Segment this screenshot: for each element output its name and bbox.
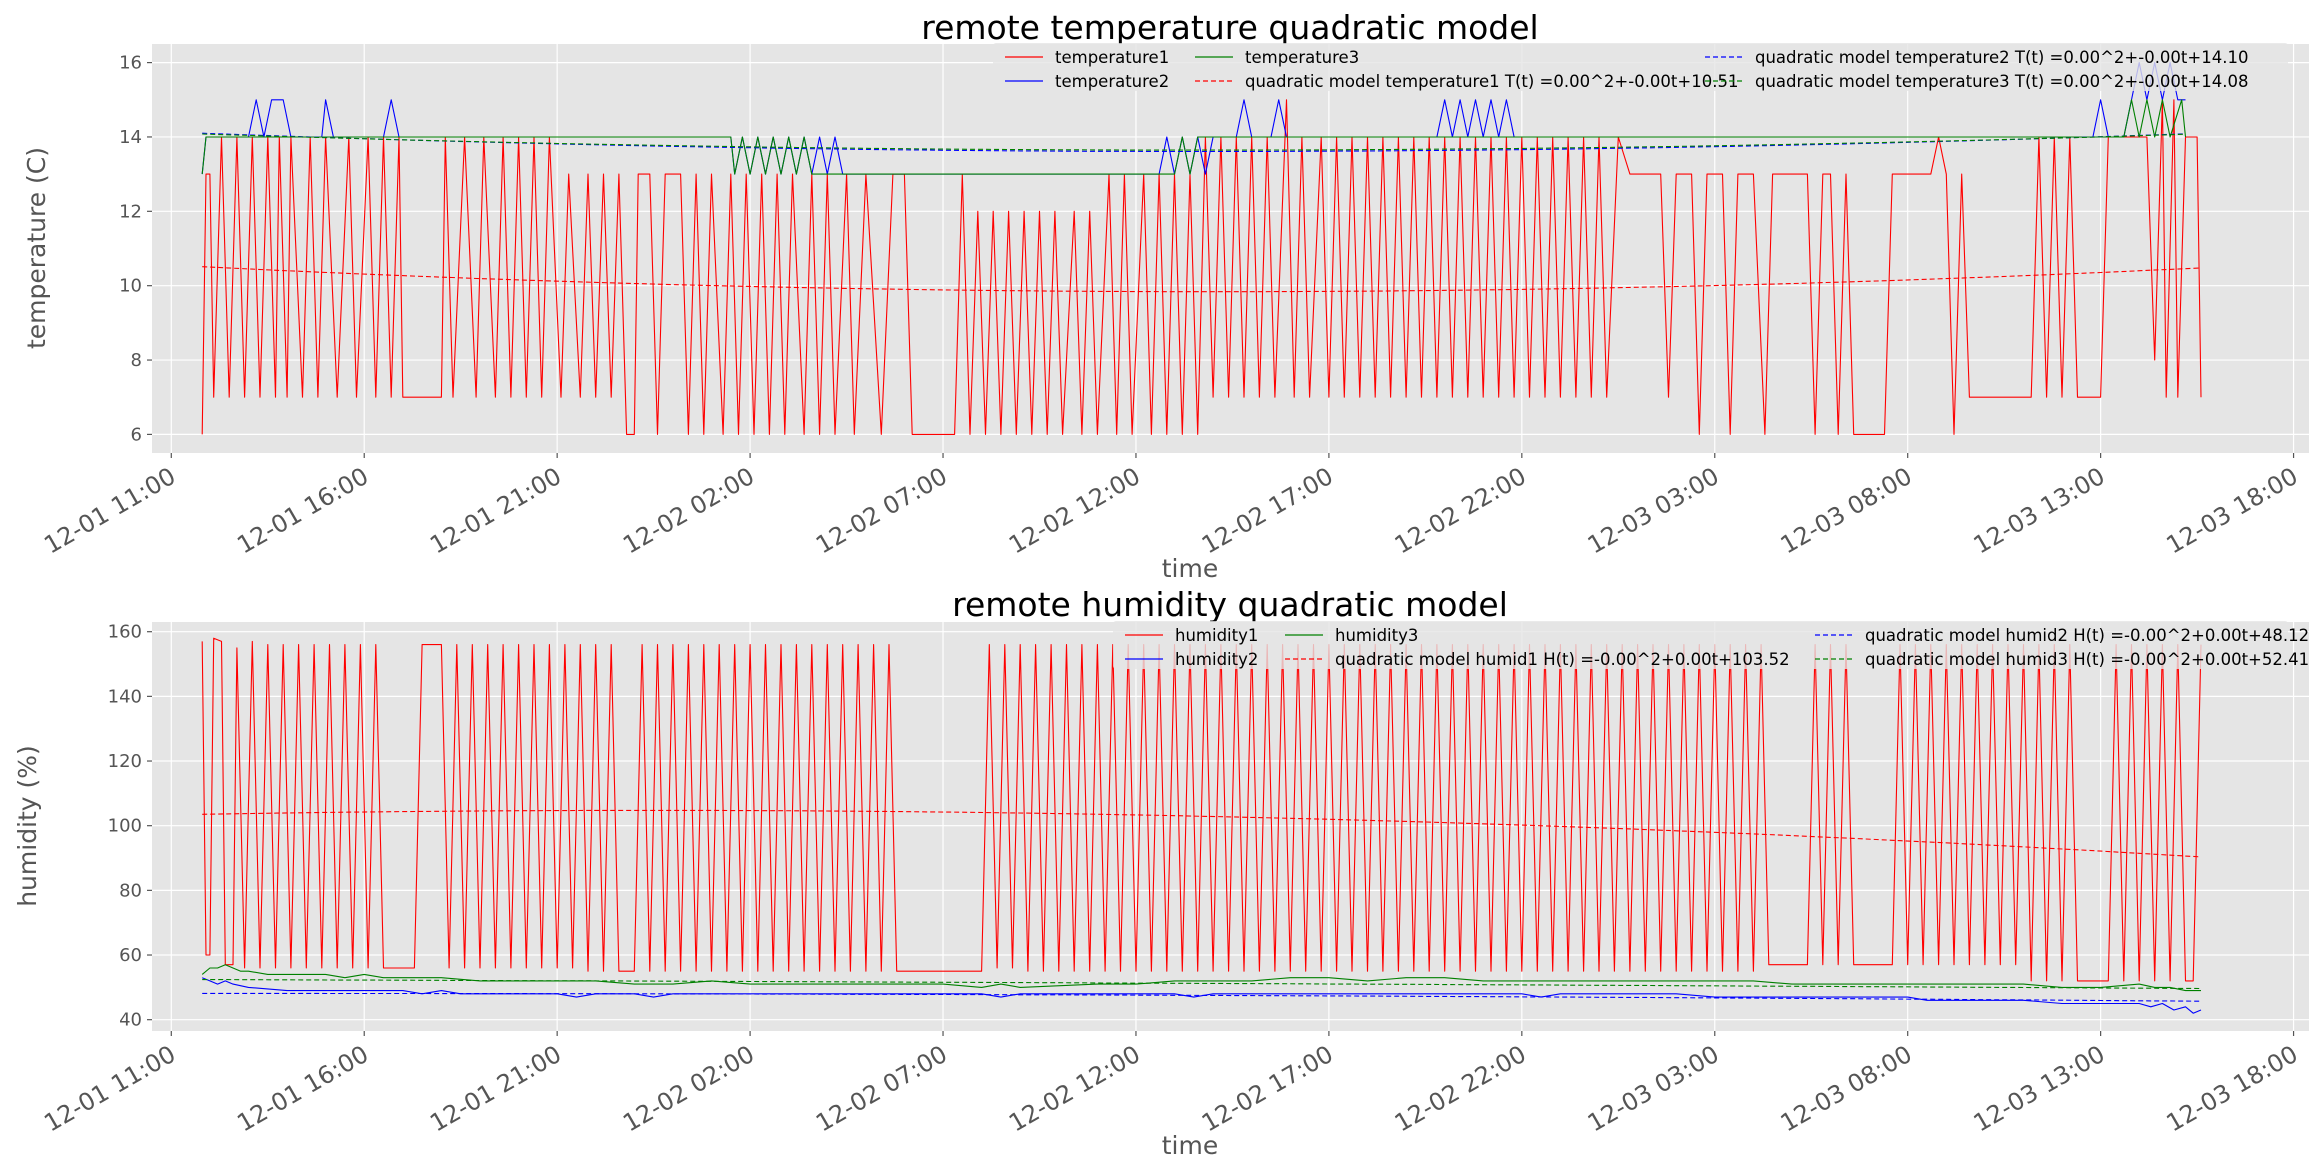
humidity-legend-label: quadratic model humid3 H(t) =-0.00^2+0.0… — [1865, 650, 2309, 669]
temperature-series — [201, 62, 2202, 435]
temperature-y-tick-label: 14 — [119, 127, 142, 148]
humidity-x-axis-label: time — [1162, 1131, 1218, 1160]
temperature-series-temperature3 — [201, 99, 2187, 175]
humidity-plot-area — [152, 622, 2309, 1031]
humidity-y-tick-label: 40 — [119, 1010, 142, 1031]
temperature-x-axis-label: time — [1162, 554, 1218, 583]
humidity-series-humidity3 — [201, 964, 2201, 992]
humidity-y-tick-label: 120 — [108, 751, 142, 772]
temperature-y-axis-label: temperature (C) — [22, 147, 51, 349]
temperature-legend-label: temperature3 — [1245, 48, 1359, 67]
humidity-series-humidity1 — [201, 637, 2202, 982]
humidity-series — [201, 637, 2202, 1014]
humidity-y-tick-label: 100 — [108, 816, 142, 837]
humidity-series-quadratic-model-humid2-h-t-0-00-2-0-00t-48-12 — [202, 992, 2202, 1002]
temperature-legend-label: temperature2 — [1055, 72, 1169, 91]
humidity-legend-label: quadratic model humid1 H(t) =-0.00^2+0.0… — [1335, 650, 1790, 669]
humidity-series-quadratic-model-humid1-h-t-0-00-2-0-00t-103-52 — [202, 809, 2202, 858]
temperature-chart-title: remote temperature quadratic model — [921, 8, 1538, 47]
temperature-y-tick-label: 12 — [119, 201, 142, 222]
humidity-legend-box — [1113, 621, 2288, 669]
temperature-y-tick-label: 6 — [131, 424, 142, 445]
temperature-legend-label: quadratic model temperature3 T(t) =0.00^… — [1755, 72, 2248, 91]
humidity-y-tick-label: 60 — [119, 945, 142, 966]
humidity-chart-title: remote humidity quadratic model — [952, 585, 1508, 624]
humidity-y-tick-label: 80 — [119, 880, 142, 901]
humidity-legend-label: quadratic model humid2 H(t) =-0.00^2+0.0… — [1865, 626, 2309, 645]
temperature-legend-label: temperature1 — [1055, 48, 1169, 67]
humidity-y-tick-label: 160 — [108, 622, 142, 643]
humidity-y-tick-label: 140 — [108, 686, 142, 707]
temperature-legend-label: quadratic model temperature1 T(t) =0.00^… — [1245, 72, 1738, 91]
humidity-y-ticks: 40 60 80 100 120 140 160 — [108, 622, 152, 1031]
humidity-series-humidity2 — [201, 977, 2202, 1014]
humidity-legend-label: humidity3 — [1335, 626, 1418, 645]
temperature-y-tick-label: 8 — [131, 350, 142, 371]
temperature-y-ticks: 6 8 10 12 14 16 — [119, 53, 152, 445]
humidity-legend-label: humidity1 — [1175, 626, 1258, 645]
humidity-series-quadratic-model-humid3-h-t-0-00-2-0-00t-52-41 — [202, 979, 2202, 990]
temperature-legend: temperature1 temperature2 temperature3 quad… — [993, 43, 2288, 91]
humidity-legend-label: humidity2 — [1175, 650, 1258, 669]
temperature-legend-box — [993, 43, 2288, 91]
humidity-y-axis-label: humidity (%) — [13, 745, 42, 907]
temperature-y-tick-label: 16 — [119, 53, 142, 74]
temperature-legend-label: quadratic model temperature2 T(t) =0.00^… — [1755, 48, 2248, 67]
temperature-y-tick-label: 10 — [119, 276, 142, 297]
temperature-series-quadratic-model-temperature1-t-t-0-00-2-0-00t-10 — [202, 266, 2202, 293]
temperature-series-temperature1 — [201, 99, 2202, 435]
temperature-series-quadratic-model-temperature3-t-t-0-00-2-0-00t-14 — [202, 133, 2186, 151]
humidity-legend: humidity1 humidity2 humidity3 quadratic mod… — [1113, 621, 2309, 669]
